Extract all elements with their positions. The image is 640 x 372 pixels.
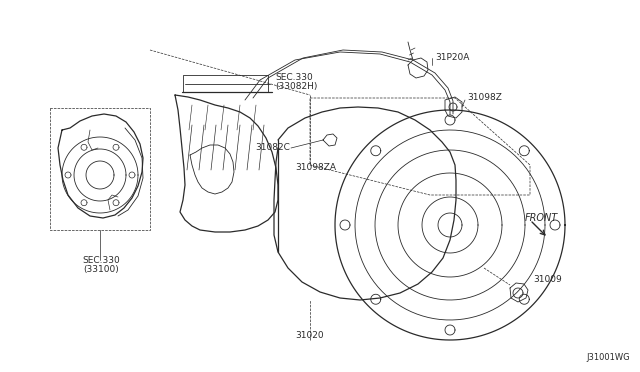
Text: SEC.330: SEC.330 [275,73,313,82]
Text: (33082H): (33082H) [275,82,317,91]
Text: 31098Z: 31098Z [467,93,502,103]
Text: 31020: 31020 [296,331,324,340]
Text: FRONT: FRONT [525,213,558,223]
Text: SEC.330: SEC.330 [82,256,120,265]
Text: 31009: 31009 [533,276,562,285]
Text: 31082C: 31082C [255,144,290,153]
Text: 31Р20A: 31Р20A [435,54,469,62]
Text: J31001WG: J31001WG [586,353,630,362]
Text: 31098ZA: 31098ZA [295,164,336,173]
Text: (33100): (33100) [83,265,119,274]
